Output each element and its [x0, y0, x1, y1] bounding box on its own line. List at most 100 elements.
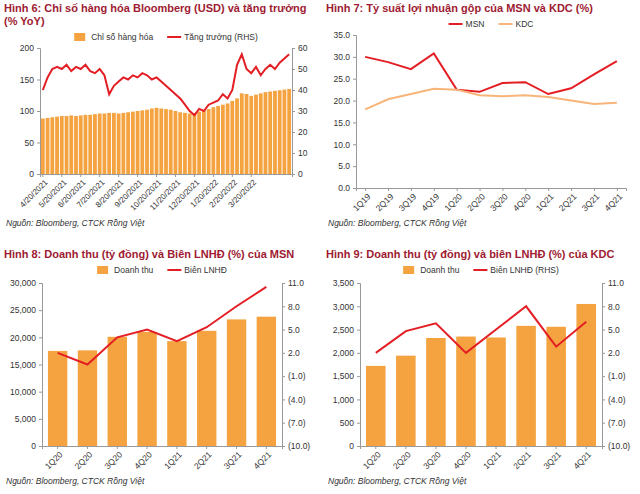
bar [273, 91, 277, 174]
y-axis-tick-mark [353, 166, 356, 167]
y2-axis-tick-label: 11.0 [608, 278, 624, 288]
y2-axis-tick-label: 8.0 [608, 302, 620, 312]
x-tick-mark [99, 174, 100, 177]
x-tick-mark [586, 446, 587, 449]
chart-svg: 0.05.010.015.020.025.030.035.01Q192Q193Q… [326, 15, 636, 218]
bar [159, 108, 163, 174]
y-axis-tick-mark [37, 48, 40, 49]
legend: Doanh thuBiên LNHĐ [97, 265, 227, 275]
x-tick-label: 4Q20 [132, 449, 154, 471]
legend-label: Chỉ số hàng hóa [91, 32, 153, 42]
y-axis-tick-label: 15.0 [333, 118, 350, 128]
bar [211, 107, 215, 174]
marks [365, 53, 617, 109]
bar [41, 119, 45, 174]
bar-series [366, 304, 596, 446]
y-axis-tick: 1,000 [333, 395, 360, 405]
x-axis: 1Q202Q203Q204Q201Q212Q213Q214Q21 [361, 446, 603, 471]
bar [74, 116, 78, 174]
y-axis-tick-mark [357, 353, 360, 354]
y-axis-tick-label: 15,000 [10, 360, 36, 370]
y-axis-tick-mark [353, 188, 356, 189]
y2-axis-tick-label: 5.0 [288, 325, 300, 335]
y2-axis-tick: 60 [292, 43, 308, 53]
y2-axis-tick-label: 8.0 [288, 302, 300, 312]
x-tick: 2Q20 [73, 446, 95, 471]
x-tick-mark [388, 188, 389, 191]
x-tick-label: 3Q21 [541, 449, 563, 471]
x-tick-mark [375, 446, 376, 449]
x-tick: 1Q21 [481, 446, 503, 471]
y-axis-tick-label: 200 [20, 43, 34, 53]
y2-axis-tick-mark [282, 353, 285, 354]
y-axis-tick-label: 35.0 [333, 30, 350, 40]
x-tick-label: 1Q21 [481, 449, 503, 471]
x-tick: 2Q21 [511, 446, 533, 471]
y-axis-tick: 15,000 [10, 360, 42, 370]
y2-axis-tick-label: 0 [298, 169, 303, 179]
bar [169, 110, 173, 174]
y-axis-tick: 3,500 [333, 278, 360, 288]
x-tick-label: 2Q21 [511, 449, 533, 471]
y2-axis-tick-label: (1.0) [608, 371, 626, 381]
bar [257, 317, 276, 446]
chart-svg: 05010015020001020304050604/20/20215/20/2… [4, 28, 316, 218]
y2-axis-tick-mark [282, 330, 285, 331]
y-axis-tick: 50 [25, 138, 40, 148]
x-tick: 3Q20 [421, 446, 443, 471]
x-tick-mark [80, 174, 81, 177]
x-tick-label: 1Q20 [43, 449, 65, 471]
y-axis-tick-label: 5.0 [338, 161, 350, 171]
y-axis-tick-label: 3,000 [333, 302, 355, 312]
y-axis-tick-mark [357, 283, 360, 284]
x-tick-mark [594, 188, 595, 191]
y2-axis-line [603, 284, 606, 447]
bar [207, 109, 211, 174]
legend: MSNKDC [449, 19, 534, 29]
bar [278, 90, 282, 174]
y2-axis-tick: 5.0 [602, 325, 620, 335]
y2-axis-tick-label: 10 [298, 148, 308, 158]
y2-axis-tick-mark [602, 423, 605, 424]
y2-axis-tick-mark [282, 283, 285, 284]
y2-axis-tick-label: (10.0) [608, 441, 630, 451]
y-axis-tick-label: 5,000 [15, 414, 37, 424]
y2-axis-tick-label: (7.0) [608, 418, 626, 428]
x-tick: 2Q21 [192, 446, 214, 471]
y-axis-tick: 10.0 [333, 140, 356, 150]
x-tick: 1Q20 [442, 188, 464, 213]
x-tick: 4Q20 [511, 188, 533, 213]
y2-axis-tick-label: (4.0) [608, 395, 626, 405]
y-axis-tick-mark [39, 392, 42, 393]
line [365, 89, 617, 110]
x-tick: 3/20/2022 [227, 174, 259, 209]
y2-axis-tick-label: 5.0 [608, 325, 620, 335]
y-axis-tick: 35.0 [333, 30, 356, 40]
y-axis-line [39, 284, 43, 447]
y-axis-tick-mark [353, 35, 356, 36]
bar [235, 98, 239, 174]
bar [259, 93, 263, 174]
bar [131, 112, 135, 174]
y2-axis-tick-mark [602, 399, 605, 400]
x-tick-mark [496, 446, 497, 449]
legend-label: Biên LNHĐ [184, 265, 227, 275]
y2-axis-tick: (7.0) [282, 418, 306, 428]
bar [112, 113, 116, 174]
y-axis-tick-label: 50 [25, 138, 35, 148]
y2-axis-tick: 30 [292, 106, 308, 116]
x-tick-mark [502, 188, 503, 191]
x-tick-label: 1Q20 [442, 191, 464, 213]
chart-source: Nguồn: Bloomberg, CTCK Rồng Việt [4, 218, 316, 228]
y-axis-tick-mark [357, 399, 360, 400]
x-axis-line [357, 189, 627, 192]
x-tick-label: 4Q20 [451, 449, 473, 471]
x-tick: 1Q21 [162, 446, 184, 471]
x-tick-mark [176, 446, 177, 449]
bar [103, 114, 107, 174]
chart-panel: Hình 7: Tỷ suất lợi nhuận gộp của MSN và… [326, 2, 636, 228]
x-tick-label: 3Q20 [421, 449, 443, 471]
bar [264, 92, 268, 174]
y-axis-tick: 150 [20, 75, 40, 85]
x-tick-label: 3Q19 [396, 191, 418, 213]
